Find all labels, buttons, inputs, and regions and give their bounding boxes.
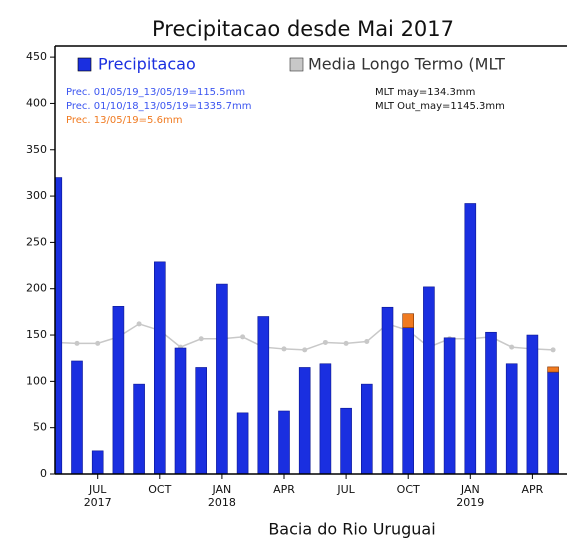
bar [360,383,373,475]
bar [91,450,104,475]
bar [505,363,518,475]
x-tick-label: OCT [148,483,171,496]
x-tick-year: 2019 [456,496,484,509]
chart-title: Precipitacao desde Mai 2017 [152,17,454,41]
annotation: Prec. 13/05/19=5.6mm [66,115,182,126]
annotation: MLT Out_may=1145.3mm [375,101,505,112]
mlt-point [302,347,308,353]
bar [381,306,394,475]
legend-swatch [289,57,304,72]
x-tick-label: JAN [460,483,480,496]
bar [216,283,228,475]
mlt-point [322,339,328,345]
bar [340,407,352,475]
bar [236,412,249,475]
bar [547,371,559,475]
x-tick-year: 2018 [208,496,236,509]
bar [112,306,125,475]
mlt-point [74,340,80,346]
x-tick-label: JAN [211,483,231,496]
mlt-point [364,339,370,345]
bar [257,316,270,475]
bar [174,347,187,475]
bar [195,367,207,475]
annotation: Prec. 01/10/18_13/05/19=1335.7mm [66,101,251,112]
x-tick-label: OCT [397,483,420,496]
bar [154,261,166,475]
y-tick-label: 250 [26,235,47,248]
y-tick-label: 0 [40,467,47,480]
bar [443,337,456,475]
bar [464,203,477,475]
bar [423,286,435,475]
legend-swatch [77,57,92,72]
x-tick-label: APR [273,483,295,496]
x-tick-label: APR [521,483,543,496]
mlt-point [343,340,349,346]
x-tick-label: JUL [336,483,355,496]
bar [133,383,145,475]
mlt-point [136,321,142,327]
y-tick-label: 450 [26,50,47,63]
mlt-point [281,346,287,352]
bar [319,363,332,475]
y-tick-label: 50 [33,421,47,434]
bar-recent [547,366,559,373]
mlt-line [56,323,554,351]
x-tick-year: 2017 [84,496,112,509]
mlt-point [198,336,204,342]
bar [278,410,290,475]
y-tick-label: 350 [26,143,47,156]
bar-recent [402,313,415,328]
legend-label: Precipitacao [98,55,196,74]
bar [526,334,539,475]
mlt-point [509,344,515,350]
x-tick-label: JUL [88,483,107,496]
mlt-point [240,334,246,340]
bar [402,327,415,475]
bar [298,367,311,475]
plot-area [55,177,559,475]
bar [71,360,83,475]
y-tick-label: 150 [26,328,47,341]
mlt-point [95,340,101,346]
caption: Bacia do Rio Uruguai [268,520,435,539]
annotation: MLT may=134.3mm [375,87,475,98]
y-tick-label: 200 [26,282,47,295]
y-tick-label: 300 [26,189,47,202]
annotation: Prec. 01/05/19_13/05/19=115.5mm [66,87,245,98]
y-tick-label: 400 [26,96,47,109]
y-tick-label: 100 [26,374,47,387]
bar [485,331,497,475]
bar [55,177,63,475]
mlt-point [550,347,556,353]
legend-label: Media Longo Termo (MLT [308,55,505,74]
